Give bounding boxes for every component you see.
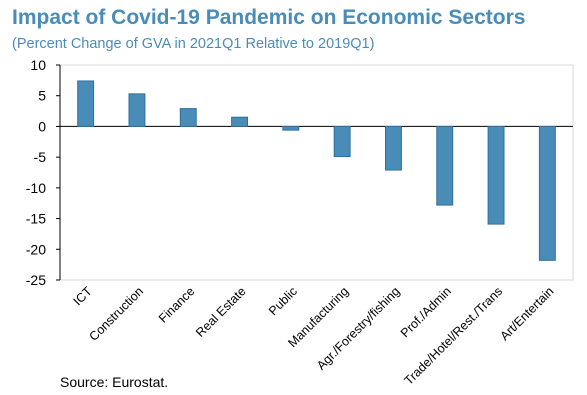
y-tick-label: 0 bbox=[38, 118, 46, 134]
bar bbox=[436, 125, 454, 206]
x-category-label: Prof./Admin bbox=[398, 284, 454, 340]
y-tick-label: 10 bbox=[30, 57, 46, 73]
x-category-label: ICT bbox=[71, 284, 95, 308]
x-category-label: Trade/Hotel/Rest./Trans bbox=[402, 284, 506, 388]
x-category-label: Construction bbox=[87, 284, 147, 344]
source-note: Source: Eurostat. bbox=[60, 374, 169, 390]
bar bbox=[179, 108, 197, 127]
x-category-label: Finance bbox=[156, 284, 197, 325]
bar bbox=[282, 125, 300, 131]
chart-title: Impact of Covid-19 Pandemic on Economic … bbox=[12, 6, 526, 29]
bar bbox=[333, 125, 351, 158]
chart-subtitle: (Percent Change of GVA in 2021Q1 Relativ… bbox=[12, 36, 375, 52]
y-tick-label: 5 bbox=[38, 88, 46, 104]
x-category-label: Art/Entertain bbox=[497, 284, 556, 343]
bar bbox=[231, 116, 249, 127]
y-tick-label: -20 bbox=[26, 241, 46, 257]
y-tick-label: -5 bbox=[34, 149, 47, 165]
bar bbox=[128, 93, 146, 127]
x-category-label: Public bbox=[266, 284, 300, 318]
bar bbox=[538, 125, 556, 261]
y-tick-label: -10 bbox=[26, 180, 46, 196]
y-tick-label: -15 bbox=[26, 211, 46, 227]
bar bbox=[385, 125, 402, 171]
bar bbox=[77, 80, 95, 127]
y-tick-label: -25 bbox=[26, 272, 46, 288]
x-category-label: Real Estate bbox=[193, 284, 249, 340]
bar bbox=[487, 125, 505, 225]
